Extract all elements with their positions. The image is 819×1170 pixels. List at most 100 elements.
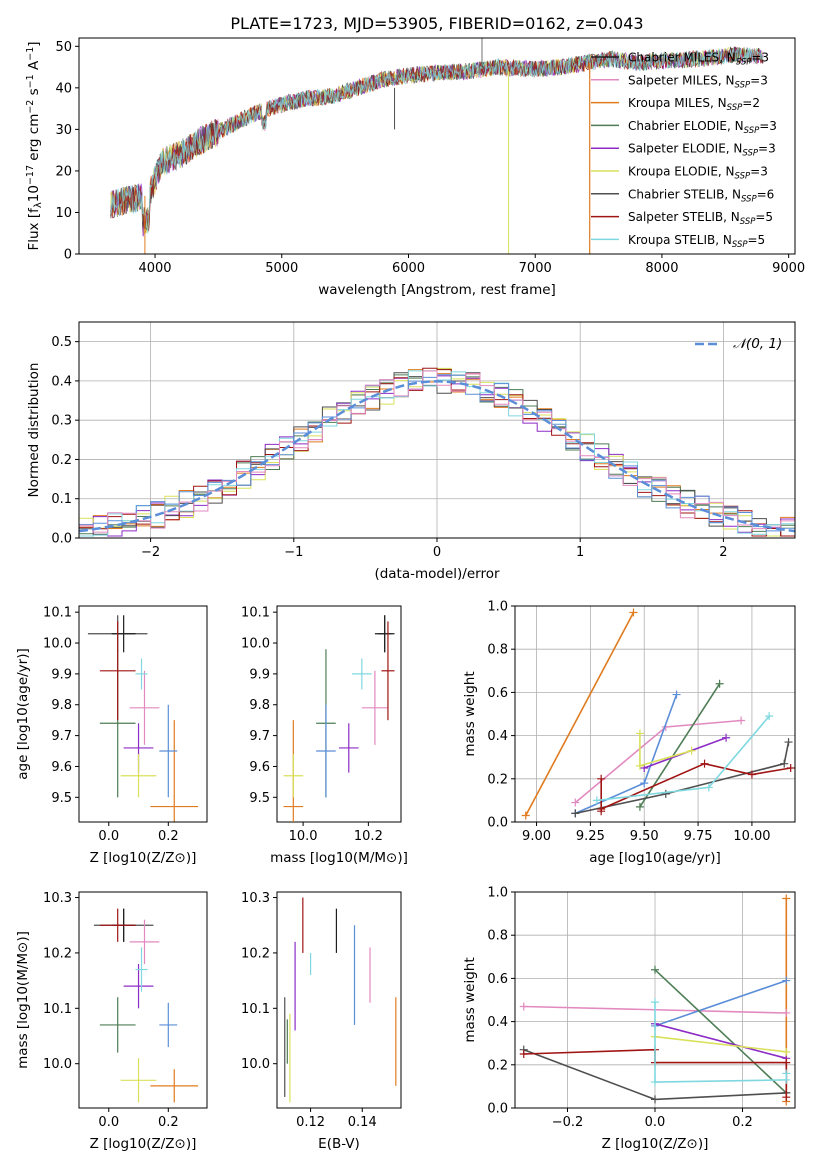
weight-point xyxy=(651,965,659,974)
y-tick-label: 10.2 xyxy=(43,946,72,961)
residual-axes: −2 −1 0 1 2 0.0 0.1 0.2 0.3 0.4 0.5 (data-model)/er… xyxy=(26,321,796,582)
legend-entry: 𝒩(0, 1) xyxy=(733,336,782,352)
y-tick-label: 0 xyxy=(64,248,72,263)
y-tick-label: 10.1 xyxy=(241,1002,270,1017)
plot-body xyxy=(284,897,397,1103)
y-tick-label: 0.8 xyxy=(487,643,508,658)
y-tick-label: 40 xyxy=(55,81,72,96)
y-tick-label: 9.9 xyxy=(51,667,72,682)
weight-point xyxy=(519,1002,528,1011)
x-axis-label: wavelength [Angstrom, rest frame] xyxy=(318,282,556,298)
y-tick-label: 0.2 xyxy=(487,772,508,787)
age-vs-metallicity-axes: 0.0 0.2 9.5 9.6 9.7 9.8 9.9 10.0 10.1 Z [log10(Z/… xyxy=(15,605,208,866)
weight-vs-metallicity-axes: −0.2 0.0 0.2 0.0 0.2 0.4 0.6 0.8 1.0 Z [log10(Z/Z… xyxy=(462,886,796,1152)
y-tick-label: 0.8 xyxy=(487,929,508,944)
y-axis-label: Flux [fλ10−17 erg cm−2 s−1 A−1] xyxy=(25,41,44,250)
weight-line xyxy=(654,1035,787,1053)
x-tick-label: 10.00 xyxy=(733,829,770,844)
x-axis-label: Z [log10(Z/Z⊙)] xyxy=(602,1136,709,1152)
x-tick-label: 9.25 xyxy=(576,829,605,844)
y-axis-label: mass [log10(M/M⊙)] xyxy=(15,931,31,1069)
legend-entry: Chabrier MILES, NSSP=3 xyxy=(628,51,769,68)
weight-line xyxy=(600,762,791,812)
x-tick-label: 9.00 xyxy=(522,829,551,844)
x-tick-label: 0.0 xyxy=(645,1115,666,1130)
mass-vs-metallicity-axes: 0.0 0.2 10.0 10.1 10.2 10.3 Z [log10(Z/Z⊙)] mas… xyxy=(15,891,208,1152)
y-tick-label: 10.3 xyxy=(241,891,270,906)
y-axis-label: mass weight xyxy=(462,957,478,1042)
legend-entry: Chabrier ELODIE, NSSP=3 xyxy=(628,119,777,136)
y-tick-label: 10.1 xyxy=(241,606,270,621)
weight-point xyxy=(784,738,793,747)
x-tick-label: 5000 xyxy=(265,261,298,276)
weight-line xyxy=(654,1023,787,1060)
legend-entry: Salpeter STELIB, NSSP=5 xyxy=(628,210,773,227)
weight-point xyxy=(571,798,580,807)
weight-point xyxy=(597,805,606,814)
weight-point xyxy=(782,1058,791,1067)
axes-frame xyxy=(276,891,402,1109)
x-axis-label: Z [log10(Z/Z⊙)] xyxy=(90,1136,197,1152)
axes-frame xyxy=(78,891,208,1109)
weight-point xyxy=(765,712,774,721)
x-tick-label: 2 xyxy=(719,545,727,560)
y-tick-label: 10.3 xyxy=(43,891,72,906)
spectrum-line xyxy=(110,46,764,232)
axes-frame xyxy=(276,605,402,823)
x-tick-label: 0.2 xyxy=(158,829,179,844)
y-tick-label: 0.0 xyxy=(51,532,72,547)
spectrum-axes: 4000 5000 6000 7000 8000 9000 0 10 20 30 40 50 wavel… xyxy=(25,37,805,298)
weight-point xyxy=(704,783,713,792)
x-tick-label: 10.2 xyxy=(354,829,383,844)
weight-line xyxy=(654,979,787,1027)
x-tick-label: 9.50 xyxy=(630,829,659,844)
x-tick-label: 10.0 xyxy=(289,829,318,844)
y-tick-label: 0.0 xyxy=(487,1102,508,1117)
y-tick-label: 10 xyxy=(55,206,72,221)
weight-point xyxy=(592,796,601,805)
x-tick-label: 0.2 xyxy=(158,1115,179,1130)
x-tick-label: 0.14 xyxy=(348,1115,377,1130)
legend-entry: Salpeter ELODIE, NSSP=3 xyxy=(628,142,776,159)
spectrum-line xyxy=(110,48,764,237)
spectrum-line xyxy=(110,47,764,234)
x-tick-label: 6000 xyxy=(392,261,425,276)
weight-line xyxy=(575,741,790,815)
y-tick-label: 9.8 xyxy=(249,698,270,713)
x-axis-label: mass [log10(M/M⊙)] xyxy=(270,850,408,866)
weight-point xyxy=(782,1047,791,1056)
weight-line xyxy=(596,715,770,802)
x-tick-label: −2 xyxy=(141,545,160,560)
x-tick-label: −0.2 xyxy=(552,1115,584,1130)
normal-reference-curve xyxy=(79,380,795,533)
y-tick-label: 30 xyxy=(55,123,72,138)
weight-point xyxy=(635,761,644,770)
x-tick-label: −1 xyxy=(284,545,303,560)
y-tick-label: 9.8 xyxy=(51,698,72,713)
y-tick-label: 1.0 xyxy=(487,600,508,615)
weight-line xyxy=(525,612,635,816)
y-axis-label: mass weight xyxy=(462,671,478,756)
y-tick-label: 0.4 xyxy=(487,729,508,744)
legend-entry: Chabrier STELIB, NSSP=6 xyxy=(628,187,774,204)
weight-point xyxy=(651,1078,659,1087)
weight-point xyxy=(521,811,530,820)
y-tick-label: 10.2 xyxy=(241,946,270,961)
weight-point xyxy=(687,746,696,755)
plot-body xyxy=(93,908,199,1103)
axes-frame xyxy=(514,605,796,823)
y-tick-label: 0.6 xyxy=(487,686,508,701)
y-tick-label: 10.0 xyxy=(43,637,72,652)
x-axis-label: E(B-V) xyxy=(318,1136,360,1152)
weight-point xyxy=(782,894,791,903)
histogram-step xyxy=(79,370,795,537)
x-tick-label: 7000 xyxy=(519,261,552,276)
plot-body xyxy=(521,608,795,820)
weight-point xyxy=(780,759,789,768)
x-tick-label: 0.2 xyxy=(732,1115,753,1130)
x-tick-label: 4000 xyxy=(138,261,171,276)
y-tick-label: 0.5 xyxy=(51,335,72,350)
plot-body xyxy=(519,894,791,1106)
weight-point xyxy=(747,770,756,779)
age-vs-mass-axes: 10.0 10.2 mass [log10(M/M⊙)] 9.5 9.6 9.7 9.8 9.… xyxy=(241,605,408,866)
